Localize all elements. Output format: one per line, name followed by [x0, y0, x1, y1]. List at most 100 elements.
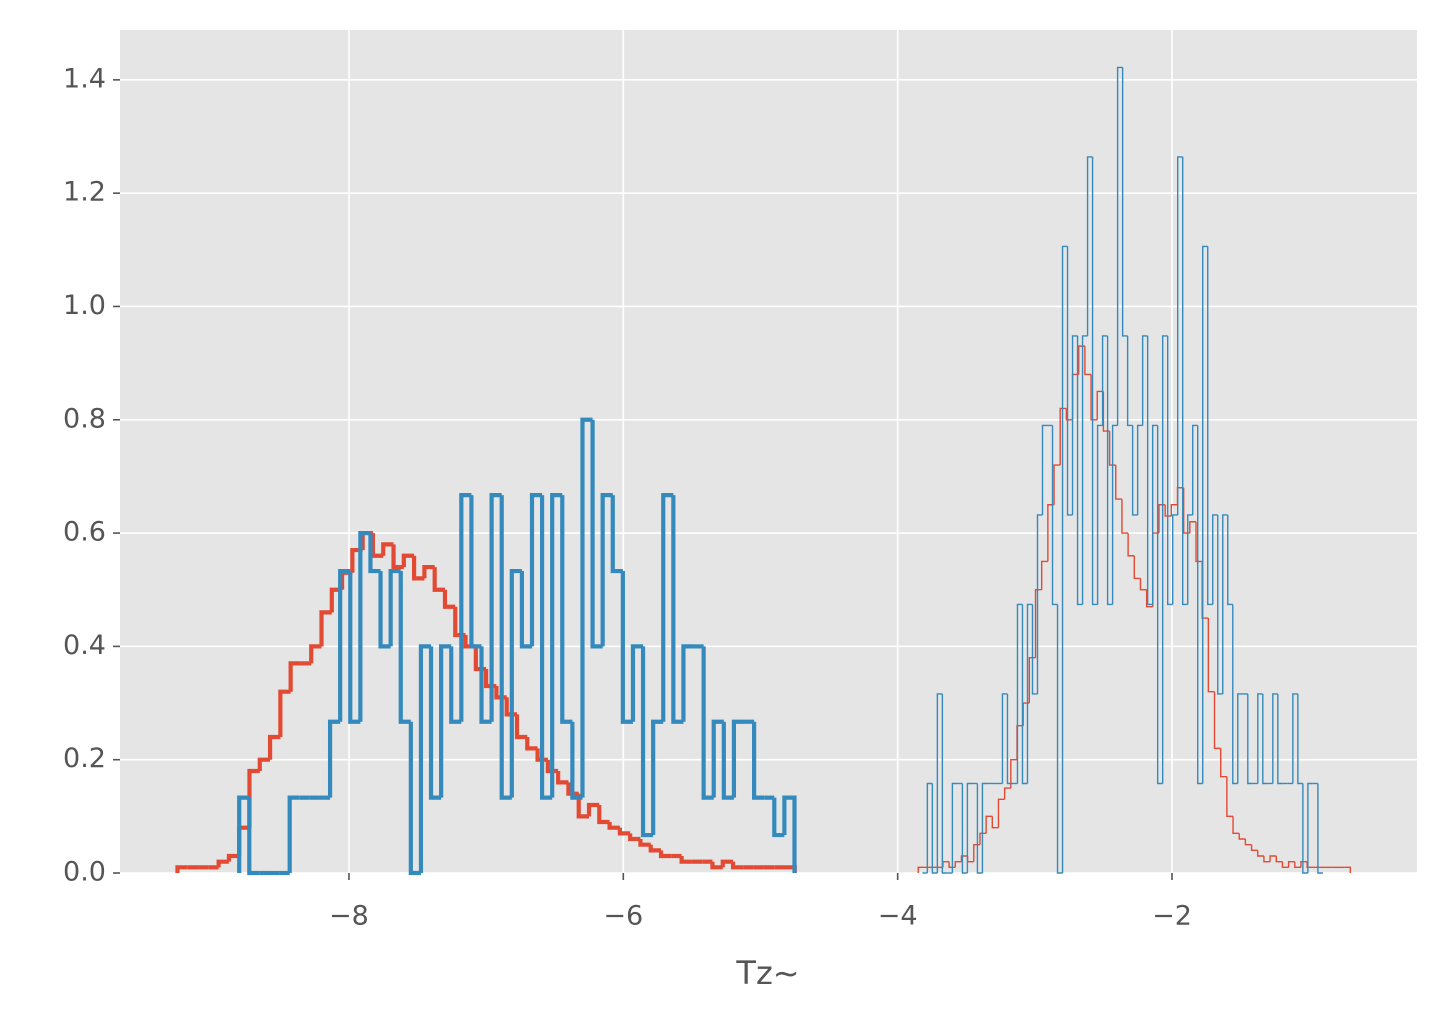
histogram-step: [1115, 465, 1122, 500]
histogram-step: [1202, 245, 1208, 784]
histogram-step: [610, 495, 623, 574]
histogram-step: [1212, 514, 1218, 605]
histogram-step: [926, 782, 933, 873]
histogram-step: [319, 610, 332, 647]
histogram-step: [529, 493, 543, 647]
histogram-step: [580, 417, 593, 798]
histogram-step: [1272, 693, 1278, 784]
histogram-step: [309, 644, 322, 664]
histogram-step: [979, 832, 987, 845]
histogram-step: [710, 861, 723, 870]
histogram-step: [701, 646, 714, 800]
histogram-step: [1220, 748, 1227, 778]
histogram-step: [1139, 578, 1147, 591]
histogram-step: [1197, 425, 1203, 785]
histogram-step: [1036, 514, 1043, 694]
histogram-step: [1192, 424, 1198, 515]
histogram-step: [1300, 860, 1308, 868]
histogram-step: [961, 783, 968, 874]
histogram-step: [1182, 156, 1188, 606]
histogram-step: [752, 721, 765, 800]
histogram-step: [1238, 833, 1246, 840]
histogram-step: [991, 816, 999, 829]
histograms: [175, 66, 1352, 876]
x-axis-label: Tz~: [735, 954, 799, 992]
histogram-step: [479, 646, 492, 724]
histogram-step: [1317, 783, 1323, 874]
histogram-step: [1131, 425, 1138, 516]
histogram-step: [1171, 514, 1178, 605]
histogram-step: [1164, 504, 1172, 517]
histogram-step: [1016, 603, 1023, 784]
histogram-step: [1003, 787, 1011, 800]
histogram-step: [576, 793, 590, 819]
histogram-step: [658, 850, 672, 859]
histogram-step: [1034, 589, 1042, 658]
histogram-step: [1189, 521, 1197, 534]
histogram-step: [620, 571, 633, 724]
histogram-step: [1101, 335, 1108, 426]
histogram-step: [1096, 390, 1104, 420]
histogram-step: [1081, 335, 1088, 605]
histogram-step: [711, 719, 724, 798]
histogram-step: [1207, 246, 1213, 606]
histogram-step: [539, 495, 553, 800]
histogram-step: [1307, 782, 1313, 873]
y-tick-label: 0.8: [63, 403, 106, 434]
histogram-step: [936, 693, 943, 873]
histogram-step: [1187, 514, 1193, 605]
histogram-step: [1161, 335, 1168, 784]
histogram-step: [597, 805, 610, 825]
histogram-step: [954, 860, 962, 868]
y-tick-label: 0.4: [63, 630, 106, 661]
histogram-step: [1170, 504, 1178, 517]
histogram-step: [398, 571, 411, 724]
histogram-step: [721, 721, 734, 800]
histogram-step: [1116, 66, 1123, 426]
histogram-step: [1108, 431, 1116, 466]
histogram-step: [1257, 850, 1264, 857]
histogram-step: [499, 495, 512, 800]
histogram-step: [1232, 816, 1240, 835]
histogram-step: [1247, 693, 1253, 785]
histogram-step: [1244, 839, 1252, 846]
histogram-step: [432, 567, 445, 592]
plot-background: [120, 30, 1417, 873]
histogram-step: [1297, 693, 1303, 785]
histogram-step: [1141, 335, 1148, 426]
histogram-step: [966, 782, 973, 873]
histogram-step: [1053, 464, 1061, 505]
histogram-step: [1126, 335, 1133, 427]
histogram-step: [442, 589, 456, 609]
histogram-step: [1262, 693, 1268, 785]
histogram-step: [560, 495, 573, 724]
histogram-step: [327, 719, 341, 798]
histogram-step: [175, 865, 188, 873]
histogram-step: [278, 689, 291, 738]
histogram-step: [671, 495, 684, 724]
histogram-step: [782, 795, 797, 873]
histogram-step: [1151, 424, 1158, 605]
histogram-step: [566, 782, 579, 796]
histogram-step: [556, 771, 569, 785]
histogram-step: [1021, 604, 1028, 785]
x-tick-label: −2: [1152, 901, 1192, 932]
histogram-step: [489, 493, 502, 722]
histogram-step: [651, 719, 664, 836]
histogram-step: [226, 853, 240, 862]
histogram-step: [1222, 514, 1228, 694]
histogram-step: [948, 861, 956, 869]
histogram-step: [1041, 424, 1048, 515]
histogram-step: [941, 693, 948, 874]
histogram-step: [1076, 335, 1083, 606]
histogram-step: [731, 719, 745, 798]
histogram-step: [1344, 866, 1352, 873]
histogram-step: [1006, 693, 1013, 785]
histogram-step: [640, 646, 654, 838]
histogram-step: [509, 568, 522, 798]
histogram-step: [648, 844, 662, 853]
histogram-step: [976, 783, 983, 874]
histogram-step: [630, 644, 644, 722]
histogram-step: [288, 661, 301, 692]
